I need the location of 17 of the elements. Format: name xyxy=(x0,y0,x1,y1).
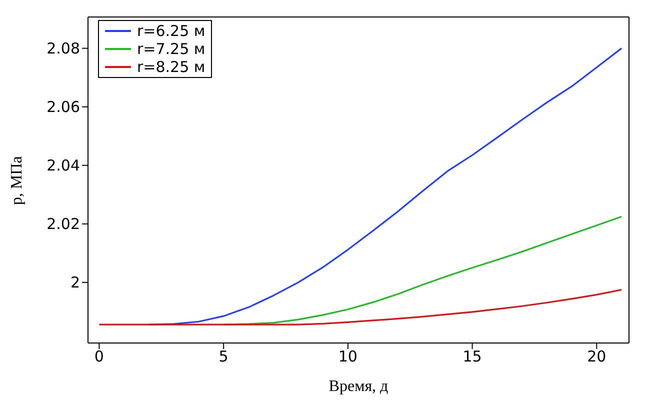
y-tick-label: 2.08 xyxy=(46,40,80,58)
line-series xyxy=(98,288,622,326)
line-series xyxy=(222,216,622,326)
y-axis-title: p, МПа xyxy=(8,156,26,205)
y-tick-label: 2.02 xyxy=(46,215,80,234)
x-tick-label: 10 xyxy=(338,348,358,366)
y-tick-label: 2.04 xyxy=(46,156,80,175)
legend-label: r=7.25 м xyxy=(137,40,206,58)
legend-label: r=6.25 м xyxy=(137,22,206,40)
x-axis-title: Время, д xyxy=(328,378,388,395)
x-tick-label: 5 xyxy=(218,348,228,366)
legend-label: r=8.25 м xyxy=(137,58,206,76)
x-tick-label: 20 xyxy=(587,348,606,366)
y-tick-label: 2 xyxy=(70,274,80,292)
x-tick-label: 15 xyxy=(462,348,482,366)
x-tick-label: 0 xyxy=(94,348,104,366)
y-tick-label: 2.06 xyxy=(46,98,80,116)
